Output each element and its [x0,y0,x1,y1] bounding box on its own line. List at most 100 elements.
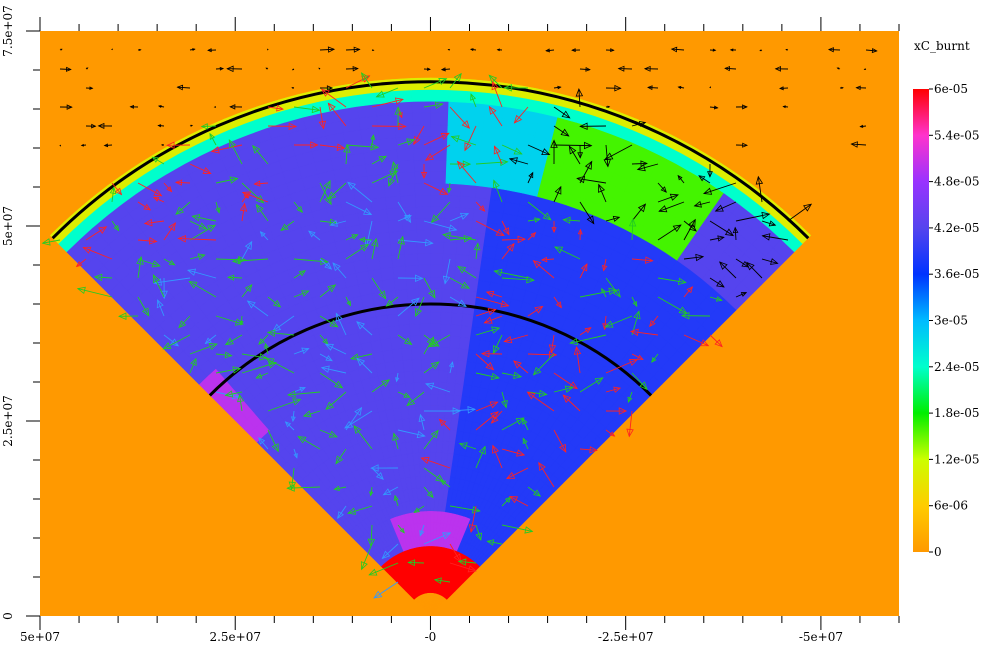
velocity-vector [137,48,142,52]
heatmap-cell [416,229,431,243]
heatmap-cell [411,100,431,114]
heatmap-cells [49,77,812,616]
heatmap-cell [459,195,476,210]
heatmap-cell [403,370,415,384]
heatmap-cell [426,522,431,535]
heatmap-cell [380,337,393,352]
colorbar-tick-label: 2.4e-05 [934,360,980,374]
heatmap-cell [430,276,443,289]
heatmap-cell [420,346,431,360]
heatmap-cell [440,311,453,325]
heatmap-cell [412,370,423,383]
heatmap-cell [380,266,395,281]
heatmap-cell [461,160,480,175]
heatmap-cell [409,323,421,337]
y-tick-label: 0 [1,612,15,620]
heatmap-cell [426,510,431,523]
heatmap-cell [404,253,419,267]
velocity-vector [160,143,165,146]
heatmap-cell [420,475,427,488]
colorbar-tick-label: 4.2e-05 [934,221,980,235]
heatmap-cell [460,172,479,186]
velocity-vector [371,49,375,51]
heatmap-cell [448,347,460,361]
y-tick-label: 5e+07 [1,206,15,246]
heatmap-cell [403,241,418,255]
colorbar-tick-label: 6e-05 [934,82,968,96]
y-tick-label: 2.5e+07 [1,395,15,447]
heatmap-cell [415,194,431,208]
heatmap-cell [430,194,446,208]
heatmap-cell [417,252,431,266]
heatmap-cell [443,241,458,255]
x-tick-label: -5e+07 [799,630,843,644]
heatmap-cell [371,208,389,223]
heatmap-cell [401,347,413,361]
heatmap-cell [446,370,458,384]
velocity-vector [318,67,321,70]
heatmap-cell [398,171,416,185]
heatmap-cell [425,475,431,488]
heatmap-cell [417,440,425,453]
heatmap-cell [378,326,391,341]
velocity-vector [863,68,867,71]
heatmap-cell [386,313,400,327]
heatmap-cell [447,124,466,138]
heatmap-cell [458,336,471,350]
heatmap-cell [402,358,414,373]
colorbar-ticks: 0 6e-06 1.2e-05 1.8e-05 2.4e-05 3e-05 3.6e-05 4… [929,82,980,559]
heatmap-cell [413,381,423,395]
heatmap-cell [430,112,449,126]
heatmap-cell [365,161,384,177]
heatmap-cell [430,159,448,173]
heatmap-cell [422,393,431,406]
heatmap-cell [423,428,431,441]
heatmap-cell [476,173,495,188]
colorbar-tick-label: 3e-05 [934,314,968,328]
heatmap-cell [450,323,463,338]
heatmap-cell [381,278,396,293]
heatmap-cell [457,218,474,233]
heatmap-cell [412,112,431,126]
colorbar-tick-label: 6e-06 [934,499,968,513]
heatmap-cell [463,289,478,304]
heatmap-cell [392,265,407,279]
x-tick-label: -2.5e+07 [598,630,654,644]
heatmap-cell [413,159,431,173]
heatmap-cell [393,359,405,374]
heatmap-cell [455,253,470,268]
heatmap-cell [464,125,484,140]
heatmap-cell [427,533,431,547]
heatmap-cell [430,393,439,406]
heatmap-cell [430,206,446,219]
heatmap-cell [390,336,403,350]
heatmap-cell [418,299,431,313]
x-tick-label: 5e+07 [20,630,60,644]
heatmap-cell [428,557,431,570]
heatmap-cell [419,311,431,325]
heatmap-cell [377,125,397,140]
heatmap-cell [413,147,431,161]
heatmap-cell [419,323,431,336]
colorbar-tick-label: 3.6e-05 [934,267,980,281]
heatmap-cell [371,291,386,306]
heatmap-cell [411,89,431,102]
heatmap-cell [385,195,402,210]
heatmap-cell [444,206,461,220]
heatmap-cell [368,185,386,200]
heatmap-cell [481,245,498,260]
heatmap-cell [448,77,470,92]
x-tick-label: -0 [425,630,437,644]
heatmap-cell [430,264,444,278]
velocity-vector [291,86,295,89]
heatmap-cell [387,218,404,233]
heatmap-cell [445,159,464,173]
heatmap-cell [390,242,405,256]
heatmap-cell [438,358,450,372]
heatmap-cell [462,148,481,163]
heatmap-cell [414,171,431,184]
heatmap-cell [430,475,436,488]
heatmap-cell [366,173,385,188]
heatmap-cell [478,268,494,283]
